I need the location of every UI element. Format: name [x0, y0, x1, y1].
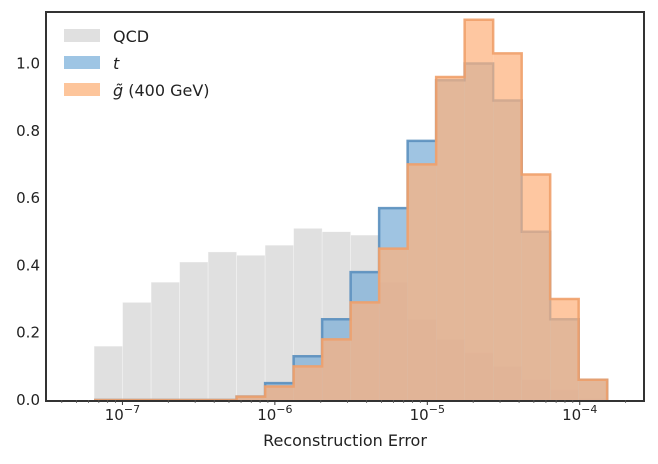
x-tick-label: 10−7: [105, 403, 140, 424]
plot-frame: [45, 11, 645, 402]
y-tick-label: 0.4: [16, 256, 40, 274]
y-tick-label: 1.0: [16, 54, 40, 72]
gluino-bar: [436, 76, 465, 400]
legend: QCD t g̃ (400 GeV): [64, 27, 210, 100]
y-tick-label: 0.0: [16, 391, 40, 409]
legend-label-qcd: QCD: [113, 27, 149, 46]
gluino-bar: [578, 379, 608, 400]
gluino-bar: [407, 164, 437, 400]
gluino-bar: [350, 302, 380, 400]
qcd-histogram: [93, 228, 608, 401]
gluino-bar: [379, 248, 408, 400]
gluino-bar: [322, 339, 351, 400]
x-axis-ticks: 10−7 10−6 10−5 10−4: [61, 400, 627, 424]
x-tick-label: 10−4: [562, 403, 597, 424]
gluino-bar: [550, 299, 579, 400]
y-tick-label: 0.2: [16, 324, 40, 342]
y-tick-label: 0.8: [16, 122, 40, 140]
gluino-bar: [521, 174, 551, 400]
qcd-bar: [264, 244, 294, 401]
y-axis-ticks: 0.0 0.2 0.4 0.6 0.8 1.0: [16, 54, 40, 409]
gluino-outline: [94, 18, 609, 402]
legend-swatch-qcd: [64, 29, 100, 42]
qcd-bar: [236, 254, 266, 401]
x-tick-label: 10−6: [257, 403, 292, 424]
legend-swatch-gluino: [64, 83, 100, 96]
legend-label-gluino-symbol: g̃: [113, 81, 123, 100]
x-axis-label: Reconstruction Error: [263, 431, 427, 450]
legend-label-gluino: g̃ (400 GeV): [113, 81, 210, 100]
qcd-bar: [93, 345, 123, 401]
qcd-bar: [179, 261, 209, 401]
legend-label-t: t: [113, 54, 120, 73]
qcd-bar: [150, 281, 180, 401]
gluino-bar: [236, 396, 266, 400]
gluino-histogram: [94, 18, 609, 402]
gluino-bar: [464, 19, 494, 400]
gluino-bar: [293, 366, 323, 400]
gluino-bar: [265, 386, 294, 400]
legend-label-gluino-mass: (400 GeV): [123, 81, 209, 100]
legend-swatch-t: [64, 56, 100, 69]
qcd-bar: [122, 302, 152, 401]
gluino-bar: [493, 53, 522, 401]
qcd-bar: [207, 251, 237, 401]
y-tick-label: 0.6: [16, 189, 40, 207]
x-tick-label: 10−5: [410, 403, 445, 424]
